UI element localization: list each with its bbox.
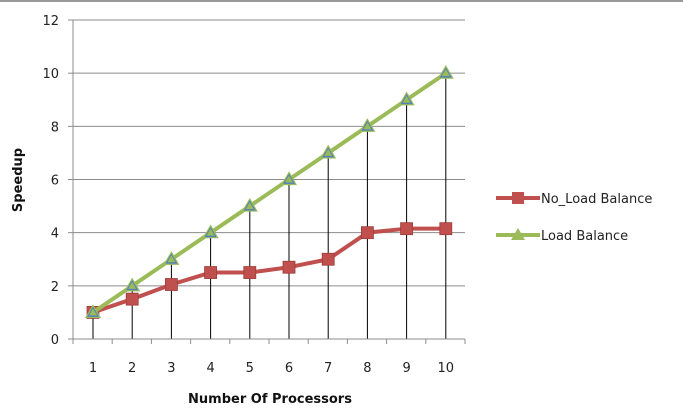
- x-tick-label-7: 7: [324, 361, 332, 376]
- x-tick-label-1: 1: [89, 361, 97, 376]
- marker-no-load-balance-9: [400, 222, 414, 236]
- legend-label-no-load-balance: No_Load Balance: [541, 192, 652, 207]
- marker-inner-load-balance-3: [167, 255, 176, 263]
- legend-marker-no-load-balance: [512, 192, 524, 204]
- y-tick-label-2: 2: [51, 280, 59, 295]
- y-tick-label-6: 6: [51, 174, 59, 189]
- drop-lines: [92, 73, 447, 339]
- y-axis-title: Speedup: [11, 148, 26, 212]
- marker-no-load-balance-4: [204, 266, 218, 279]
- series-no-load-balance: [86, 222, 453, 319]
- marker-inner-load-balance-1: [89, 308, 97, 316]
- y-tick-labels: 0 2 4 6 8 10 12: [42, 14, 59, 348]
- x-tick-label-6: 6: [285, 361, 293, 376]
- y-tick-label-0: 0: [51, 333, 59, 348]
- marker-no-load-balance-7: [321, 252, 335, 266]
- marker-no-load-balance-2: [125, 292, 139, 306]
- marker-inner-load-balance-8: [363, 122, 372, 130]
- legend-marker-load-balance: [511, 228, 525, 240]
- x-tick-label-8: 8: [363, 361, 371, 376]
- y-tick-label-12: 12: [42, 14, 59, 29]
- y-tick-label-10: 10: [42, 67, 59, 82]
- grid-lines: [68, 19, 465, 340]
- series-layer: [84, 64, 454, 319]
- x-axis-title: Number Of Processors: [188, 392, 352, 407]
- marker-inner-load-balance-2: [128, 281, 137, 289]
- x-tick-label-4: 4: [206, 361, 214, 376]
- marker-no-load-balance-8: [360, 226, 374, 240]
- x-tick-label-3: 3: [167, 361, 175, 376]
- axes: [72, 20, 466, 344]
- series-line-no-load-balance: [92, 226, 446, 315]
- marker-inner-load-balance-10: [441, 69, 450, 77]
- x-tick-label-5: 5: [246, 361, 254, 376]
- legend-entry-load-balance: Load Balance: [496, 228, 628, 244]
- legend-entry-no-load-balance: No_Load Balance: [496, 192, 652, 207]
- marker-inner-load-balance-9: [402, 95, 411, 103]
- marker-inner-load-balance-7: [324, 148, 333, 156]
- legend: No_Load Balance Load Balance: [496, 192, 652, 244]
- marker-no-load-balance-5: [243, 266, 257, 279]
- legend-label-load-balance: Load Balance: [541, 229, 628, 244]
- x-tick-labels: 1 2 3 4 5 6 7 8 9 10: [89, 361, 454, 376]
- x-tick-label-10: 10: [438, 361, 455, 376]
- marker-no-load-balance-3: [164, 278, 178, 291]
- marker-inner-load-balance-6: [285, 175, 293, 183]
- marker-no-load-balance-6: [282, 260, 296, 274]
- x-tick-label-9: 9: [402, 361, 410, 376]
- x-tick-label-2: 2: [128, 361, 136, 376]
- y-tick-label-8: 8: [51, 120, 59, 135]
- y-tick-label-4: 4: [51, 227, 59, 242]
- marker-inner-load-balance-4: [206, 228, 215, 236]
- marker-no-load-balance-10: [439, 222, 453, 236]
- series-line-load-balance: [91, 71, 447, 315]
- series-load-balance: [84, 64, 454, 319]
- marker-inner-load-balance-5: [245, 202, 254, 210]
